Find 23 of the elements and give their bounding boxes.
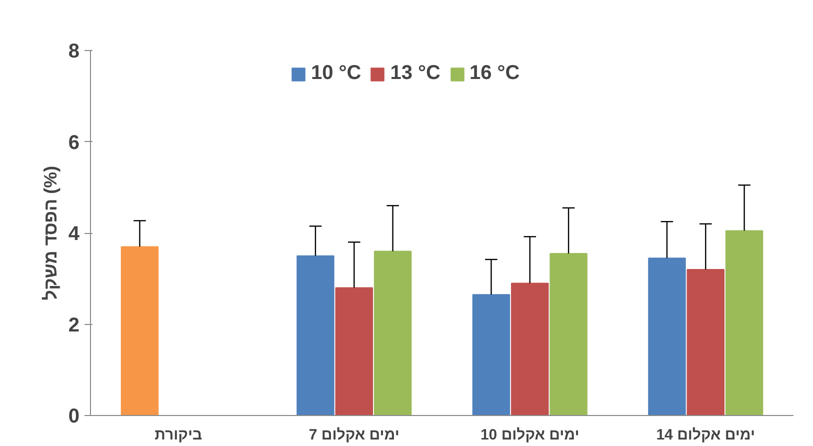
y-tick-label: 8 <box>68 40 80 62</box>
bar <box>511 282 549 416</box>
legend-label: 10 °C <box>311 62 362 85</box>
bar <box>335 287 373 416</box>
legend-label: 13 °C <box>390 62 440 85</box>
bar <box>725 230 764 416</box>
x-tick-label: 10 ימים אקלום <box>480 426 580 444</box>
y-axis-title: הפסד משקל (%) <box>40 166 60 300</box>
x-tick-label: 7 ימים אקלום <box>308 426 400 444</box>
x-tick-label: ביקורת <box>154 426 202 444</box>
x-tick-label: 14 ימים אקלום <box>656 426 756 444</box>
y-tick-label: 4 <box>68 223 80 245</box>
y-tick-label: 2 <box>68 314 80 336</box>
bar <box>686 269 724 416</box>
bar <box>472 294 510 416</box>
bar <box>550 253 588 416</box>
bar <box>120 246 159 416</box>
bar <box>648 258 686 416</box>
bar <box>296 255 334 416</box>
y-tick-label: 0 <box>68 406 80 428</box>
y-tick-label: 6 <box>68 132 80 154</box>
legend-label: 16 °C <box>470 62 520 85</box>
bar <box>374 250 412 416</box>
